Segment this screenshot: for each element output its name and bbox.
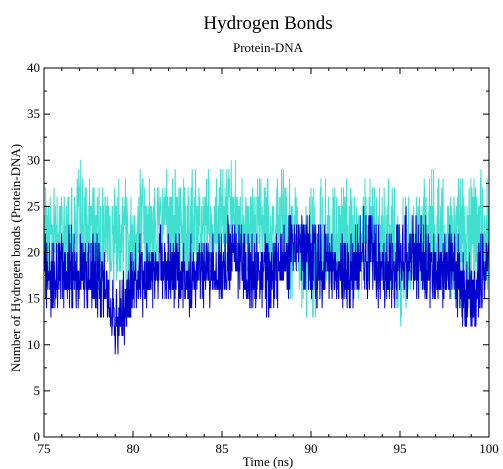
series-layer bbox=[43, 159, 490, 355]
x-tick-label: 90 bbox=[305, 441, 318, 456]
y-axis-label: Number of Hydrogen bonds (Protein-DNA) bbox=[8, 144, 23, 372]
y-tick-label: 15 bbox=[27, 291, 40, 306]
y-tick-label: 10 bbox=[27, 337, 40, 352]
axis-layer: 75 80 85 90 95 100 0 5 10 15 20 25 30 35 40 bbox=[27, 60, 499, 456]
y-tick-label: 5 bbox=[34, 383, 41, 398]
x-axis-label: Time (ns) bbox=[243, 454, 293, 469]
x-tick-label: 75 bbox=[38, 441, 51, 456]
series-1-line bbox=[43, 205, 490, 355]
chart-title: Hydrogen Bonds bbox=[203, 13, 332, 34]
x-tick-label: 100 bbox=[479, 441, 499, 456]
x-tick-label: 80 bbox=[127, 441, 140, 456]
y-tick-label: 40 bbox=[27, 60, 40, 75]
x-tick-label: 85 bbox=[216, 441, 229, 456]
y-tick-label: 35 bbox=[27, 106, 40, 121]
y-tick-label: 0 bbox=[34, 429, 41, 444]
y-tick-label: 25 bbox=[27, 198, 40, 213]
chart-subtitle: Protein-DNA bbox=[233, 40, 304, 55]
y-tick-label: 20 bbox=[27, 245, 40, 260]
x-tick-label: 95 bbox=[394, 441, 407, 456]
y-tick-label: 30 bbox=[27, 152, 40, 167]
series-1 bbox=[43, 205, 490, 355]
